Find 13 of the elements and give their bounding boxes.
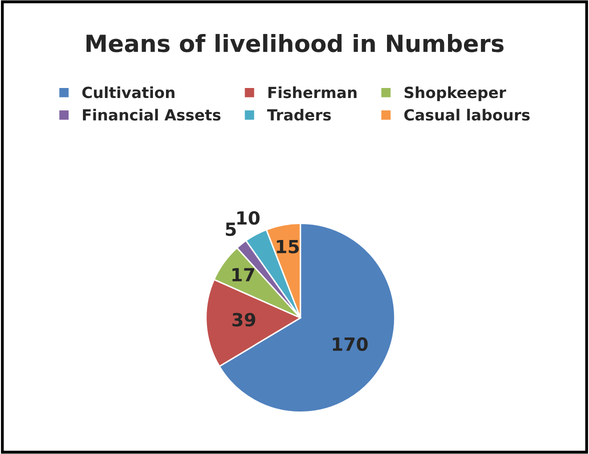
legend-label: Cultivation bbox=[82, 86, 174, 98]
data-label: 17 bbox=[232, 268, 254, 282]
data-label: 5 bbox=[226, 222, 236, 236]
legend-label: Traders bbox=[267, 108, 331, 121]
legend-label: Casual labours bbox=[404, 108, 530, 121]
legend-label: Financial Assets bbox=[82, 108, 220, 121]
data-label: 10 bbox=[237, 211, 260, 225]
legend-label: Shopkeeper bbox=[404, 86, 506, 102]
legend-label: Fisherman bbox=[268, 86, 356, 98]
data-label: 15 bbox=[276, 240, 299, 254]
data-label: 39 bbox=[232, 312, 256, 327]
chart-title: Means of livelihood in Numbers bbox=[86, 34, 504, 52]
data-label: 170 bbox=[332, 337, 368, 351]
